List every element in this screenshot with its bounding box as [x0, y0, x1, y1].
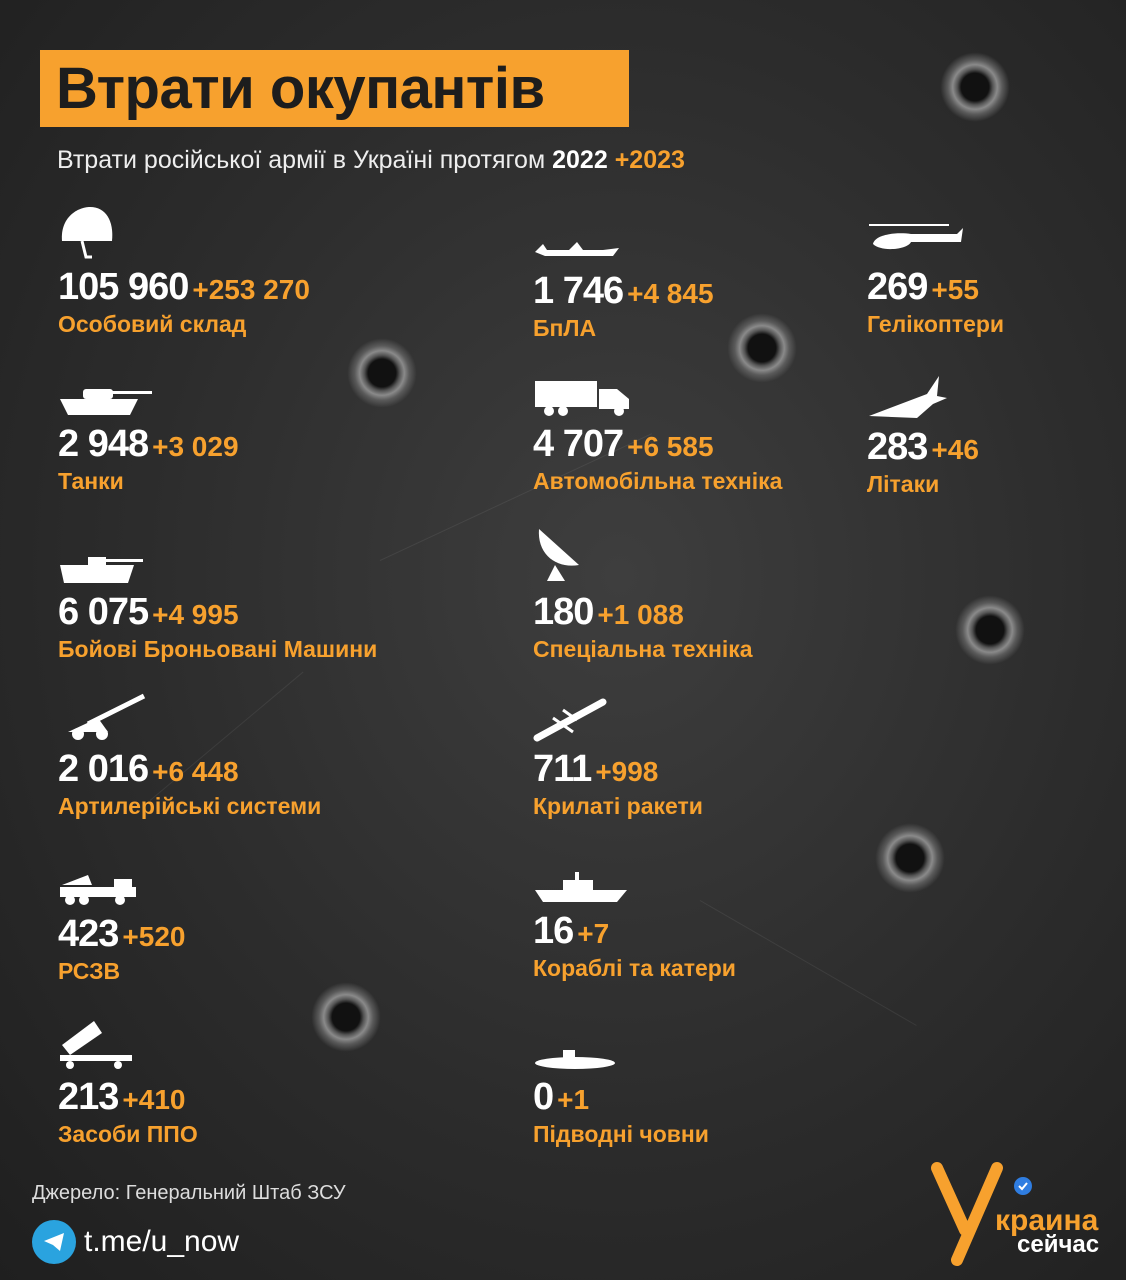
stat-label: Кораблі та катери	[533, 955, 736, 981]
stat-label: РСЗВ	[58, 958, 121, 984]
stat-increase: +6 585	[627, 431, 714, 462]
stat-label: Бойові Броньовані Машини	[58, 636, 378, 662]
stat-increase: +410	[122, 1084, 186, 1115]
air-defense-icon	[60, 1021, 132, 1069]
title-banner: Втрати окупантів	[40, 50, 629, 127]
missile-icon	[533, 698, 607, 742]
drone-icon	[535, 242, 619, 256]
stat-label: Літаки	[867, 471, 940, 497]
stat-value: 2 948	[58, 423, 149, 465]
svg-text:сейчас: сейчас	[1017, 1231, 1099, 1258]
tank-icon	[60, 389, 152, 415]
telegram-link[interactable]: t.me/u_now	[32, 1220, 239, 1264]
stat-increase: +46	[931, 434, 979, 465]
subtitle-text: Втрати російської армії в Україні протяг…	[57, 146, 546, 174]
stat-label: Танки	[58, 468, 124, 494]
stat-value: 283	[867, 426, 928, 468]
stat-increase: +4 845	[627, 278, 714, 309]
stat-label: Артилерійські системи	[58, 793, 322, 819]
mlrs-icon	[60, 875, 136, 905]
stat-mlrs: 423 +520 РСЗВ	[58, 875, 186, 985]
stat-value: 105 960	[58, 266, 189, 308]
bullet-hole-icon	[875, 823, 945, 893]
telegram-url[interactable]: t.me/u_now	[84, 1225, 240, 1258]
jet-icon	[869, 376, 947, 418]
stat-value: 423	[58, 913, 119, 955]
stat-increase: +55	[931, 274, 979, 305]
stat-label: Гелікоптери	[867, 311, 1005, 337]
stat-label: Спеціальна техніка	[533, 636, 753, 662]
stat-increase: +253 270	[192, 274, 310, 305]
bullet-hole-icon	[955, 595, 1025, 665]
stat-label: Засоби ППО	[58, 1121, 198, 1147]
subtitle: Втрати російської армії в Україні протяг…	[57, 146, 685, 175]
stat-aircraft: 283 +46 Літаки	[867, 376, 979, 498]
radar-icon	[538, 529, 579, 581]
stat-increase: +1 088	[597, 599, 684, 630]
stat-increase: +4 995	[152, 599, 239, 630]
truck-icon	[535, 381, 629, 416]
stat-helicopters: 269 +55 Гелікоптери	[867, 224, 1005, 338]
telegram-icon	[32, 1220, 76, 1264]
bullet-hole-icon	[347, 338, 417, 408]
stat-value: 6 075	[58, 591, 149, 633]
subtitle-year: 2022	[552, 146, 608, 174]
stat-personnel: 105 960 +253 270 Особовий склад	[58, 207, 310, 338]
stat-artillery: 2 016 +6 448 Артилерійські системи	[58, 693, 322, 820]
stat-cruise-missiles: 711 +998 Крилаті ракети	[533, 698, 703, 820]
helmet-icon	[61, 207, 113, 259]
stat-increase: +7	[577, 918, 610, 949]
stat-label: БпЛА	[533, 315, 597, 341]
stat-value: 16	[533, 910, 574, 952]
stat-value: 1 746	[533, 270, 624, 312]
artillery-icon	[68, 693, 146, 740]
stat-increase: +998	[595, 756, 659, 787]
stat-vehicles: 4 707 +6 585 Автомобільна техніка	[533, 381, 783, 495]
stat-value: 180	[533, 591, 594, 633]
bullet-hole-icon	[311, 982, 381, 1052]
stat-increase: +520	[122, 921, 186, 952]
stat-label: Підводні човни	[533, 1121, 709, 1147]
stat-submarines: 0 +1 Підводні човни	[533, 1050, 709, 1148]
page-title: Втрати окупантів	[56, 56, 545, 121]
apc-icon	[60, 557, 143, 583]
bullet-hole-icon	[940, 52, 1010, 122]
stat-increase: +3 029	[152, 431, 239, 462]
stat-increase: +1	[557, 1084, 590, 1115]
ukraina-seychas-logo: краина сейчас	[931, 1162, 1099, 1266]
warship-icon	[535, 872, 627, 902]
source-text: Джерело: Генеральний Штаб ЗСУ	[32, 1182, 346, 1204]
stat-label: Крилаті ракети	[533, 793, 703, 819]
bullet-hole-icon	[727, 313, 797, 383]
stat-warships: 16 +7 Кораблі та катери	[533, 872, 736, 982]
stat-value: 2 016	[58, 748, 149, 790]
helicopter-icon	[869, 224, 963, 250]
subtitle-year-plus: +2023	[614, 146, 685, 174]
stat-special-equipment: 180 +1 088 Спеціальна техніка	[533, 529, 753, 663]
stat-drones: 1 746 +4 845 БпЛА	[533, 242, 714, 342]
submarine-icon	[535, 1050, 615, 1069]
stat-value: 4 707	[533, 423, 624, 465]
stat-apc: 6 075 +4 995 Бойові Броньовані Машини	[58, 557, 378, 663]
stat-value: 213	[58, 1076, 119, 1118]
stat-air-defense: 213 +410 Засоби ППО	[58, 1021, 198, 1148]
stat-label: Особовий склад	[58, 311, 247, 337]
svg-text:краина: краина	[995, 1204, 1099, 1237]
stat-value: 0	[533, 1076, 554, 1118]
stat-label: Автомобільна техніка	[533, 468, 783, 494]
stat-increase: +6 448	[152, 756, 239, 787]
stat-value: 711	[533, 748, 592, 790]
stat-value: 269	[867, 266, 928, 308]
stat-tanks: 2 948 +3 029 Танки	[58, 389, 239, 495]
